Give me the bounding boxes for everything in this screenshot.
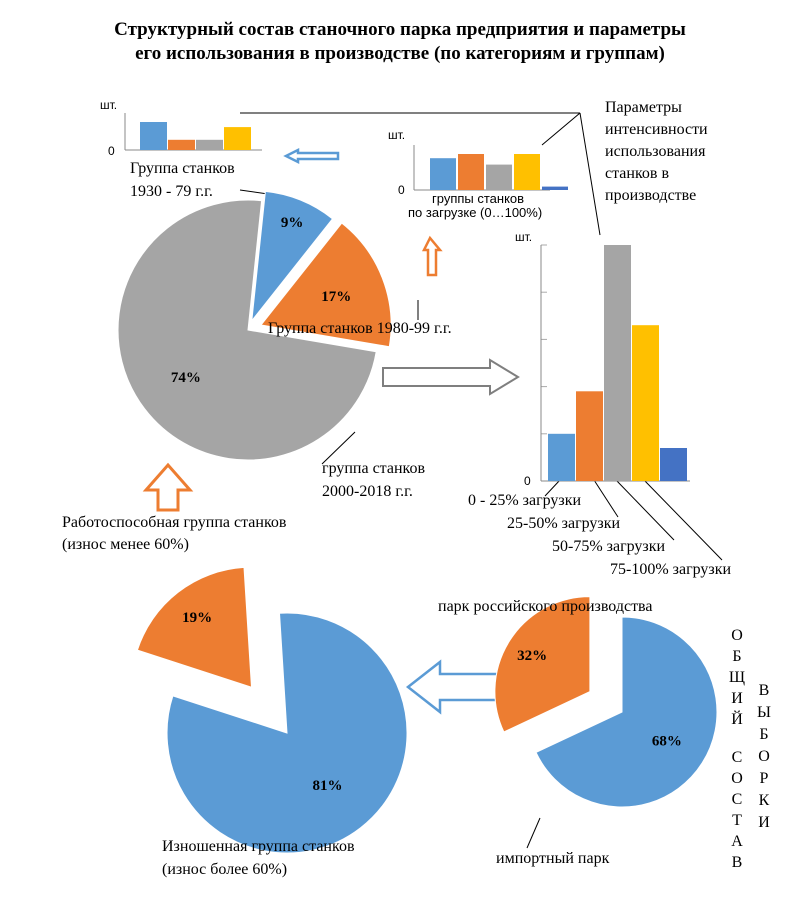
pie-chart-origin: 68% 32%	[494, 596, 718, 808]
group-2000-label-2: 2000-2018 г.г.	[322, 483, 413, 500]
mini-chart-caption-line2: по загрузке (0…100%)	[408, 205, 542, 220]
pie-1980-value-label: 17%	[321, 289, 351, 305]
page-title: Структурный состав станочного парка пред…	[0, 18, 800, 66]
title-line-1: Структурный состав станочного парка пред…	[114, 19, 686, 40]
mini-chart-zero: 0	[398, 183, 405, 197]
big-chart-bar-4	[632, 325, 659, 481]
load-label-4: 75-100% загрузки	[610, 561, 732, 578]
small-chart-zero: 0	[108, 144, 115, 158]
leader-74	[321, 431, 356, 465]
small-chart-bars	[140, 122, 251, 150]
small-chart-bar-3	[196, 139, 223, 150]
big-chart-grid	[541, 244, 547, 435]
arrow-to-small-chart	[283, 147, 340, 165]
pie-import-slice: 32%	[494, 596, 591, 733]
mini-chart-bars	[430, 154, 568, 190]
small-chart-bar-2	[168, 139, 195, 150]
small-chart-bar-1	[140, 122, 167, 150]
pie-worn-slice: 81%	[166, 612, 408, 854]
arrow-to-top-pie	[142, 462, 194, 512]
pie-1930-value-label: 9%	[281, 215, 304, 231]
pie-chart-wear: 19% 81%	[136, 566, 408, 854]
small-chart-group-line1: Группа станков	[130, 160, 235, 177]
params-line-1: Параметры	[605, 99, 682, 116]
params-line-4: станков в	[605, 165, 669, 182]
pie-russian-value-label: 68%	[652, 734, 682, 750]
mini-chart-caption-line1: группы станков	[432, 191, 524, 206]
pie-working-value-label: 19%	[182, 610, 212, 626]
pie-1930-slice-shape	[251, 190, 334, 323]
big-chart-zero: 0	[524, 474, 531, 488]
working-group-label-2: (износ менее 60%)	[62, 536, 189, 553]
mini-chart-bar-5	[542, 186, 568, 190]
params-line-2: интенсивности	[605, 121, 708, 138]
pie-1980-slice: 17%	[260, 222, 392, 348]
small-chart-unit: шт.	[100, 98, 117, 112]
worn-group-label-2: (износ более 60%)	[162, 861, 287, 878]
pie-worn-slice-shape	[166, 612, 408, 854]
big-chart-bar-3	[604, 245, 631, 481]
pie-1980-slice-shape	[260, 222, 392, 348]
pie-russian-slice-shape	[535, 616, 718, 808]
group-2000-label-1: группа станков	[322, 460, 425, 477]
pie-import-slice-shape	[494, 596, 591, 733]
params-line-5: производстве	[605, 187, 696, 204]
pie-working-slice-shape	[136, 566, 253, 688]
mini-bar-chart: шт. 0 группы станков по загрузке (0…100%…	[388, 128, 568, 220]
arrow-to-mini-chart	[421, 235, 443, 277]
russian-park-label: парк российского производства	[438, 598, 653, 615]
small-chart-bar-4	[224, 127, 251, 150]
big-bar-chart: шт. 0	[515, 230, 690, 488]
connector-mini-chart	[541, 112, 581, 146]
load-label-3: 50-75% загрузки	[552, 538, 666, 555]
pie-chart-age-groups: 9% 17% 74%	[117, 190, 392, 461]
big-chart-unit: шт.	[515, 230, 532, 244]
big-chart-bar-1	[548, 433, 575, 481]
pie-2000-value-label: 74%	[171, 370, 201, 386]
mini-chart-bar-1	[430, 158, 456, 190]
load-label-2: 25-50% загрузки	[507, 515, 621, 532]
leader-import	[526, 817, 541, 849]
title-line-2: его использования в производстве (по кат…	[135, 43, 665, 64]
leader-load1	[544, 479, 561, 497]
connector-big-chart	[579, 112, 601, 236]
mini-chart-bar-4	[514, 154, 540, 190]
pie-2000-slice-shape	[117, 199, 377, 461]
params-heading: Параметры интенсивности использования ст…	[605, 99, 708, 204]
small-bar-chart: шт. 0	[100, 98, 262, 158]
group-1980-label: Группа станков 1980-99 г.г.	[268, 320, 452, 337]
pie-2000-slice: 74%	[117, 199, 377, 461]
pie-russian-slice: 68%	[535, 616, 718, 808]
arrow-to-big-chart	[382, 358, 520, 396]
mini-chart-unit: шт.	[388, 128, 405, 142]
import-park-label: импортный парк	[496, 850, 610, 867]
big-chart-bars	[548, 245, 687, 481]
worn-group-label-1: Изношенная группа станков	[162, 838, 355, 855]
big-chart-bar-2	[576, 391, 603, 481]
mini-chart-bar-2	[458, 154, 484, 190]
pie-import-value-label: 32%	[517, 648, 547, 664]
leader-load2	[593, 479, 619, 518]
load-label-1: 0 - 25% загрузки	[468, 492, 582, 509]
leader-load3	[615, 479, 675, 541]
pie-1930-slice: 9%	[251, 190, 334, 323]
small-chart-group-line2: 1930 - 79 г.г.	[130, 183, 213, 200]
pie-working-slice: 19%	[136, 566, 253, 688]
big-chart-bar-5	[660, 448, 687, 481]
pie-worn-value-label: 81%	[313, 778, 343, 794]
mini-chart-bar-3	[486, 164, 512, 190]
leader-load4	[643, 479, 723, 561]
arrow-to-bottom-left-pie	[405, 659, 500, 715]
params-line-3: использования	[605, 143, 706, 160]
working-group-label-1: Работоспособная группа станков	[62, 514, 287, 531]
